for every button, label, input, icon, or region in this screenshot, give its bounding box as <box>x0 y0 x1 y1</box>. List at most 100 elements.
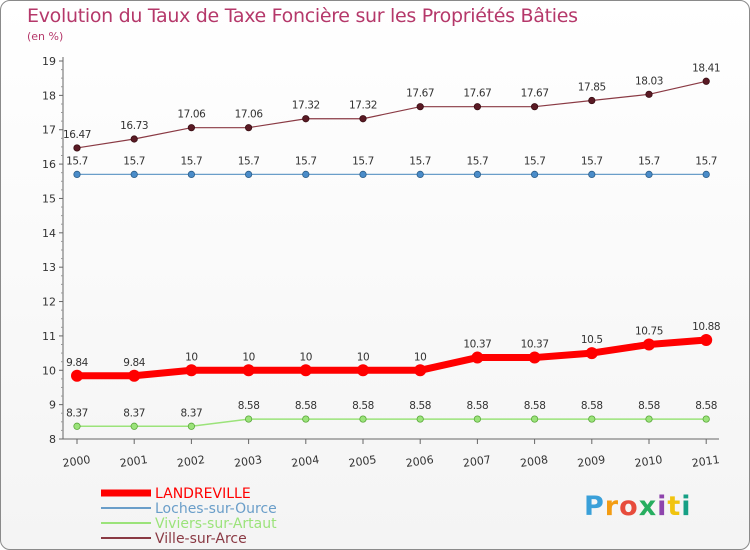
data-point <box>471 351 484 364</box>
data-label: 8.58 <box>467 400 489 412</box>
data-point <box>530 170 539 178</box>
data-label: 8.37 <box>181 407 203 419</box>
data-label: 8.37 <box>66 407 88 419</box>
data-label: 17.67 <box>406 88 434 100</box>
logo-letter: P <box>584 491 605 522</box>
data-point <box>588 96 596 105</box>
data-label: 8.58 <box>238 400 260 412</box>
data-label: 8.37 <box>123 407 145 419</box>
logo-letter: r <box>604 491 620 522</box>
data-point <box>414 364 427 377</box>
data-point <box>416 415 424 423</box>
data-label: 18.41 <box>692 62 720 74</box>
data-label: 15.7 <box>467 155 489 167</box>
y-tick-label: 16 <box>42 158 56 171</box>
data-point <box>245 124 253 132</box>
data-point <box>245 170 253 178</box>
x-tick-label: 2008 <box>519 453 549 470</box>
data-label: 15.7 <box>123 155 145 167</box>
data-label: 10.75 <box>635 326 663 338</box>
data-label: 16.73 <box>120 120 148 132</box>
legend-label: Viviers-sur-Artaut <box>155 516 277 532</box>
y-tick-label: 9 <box>49 399 56 412</box>
data-point <box>416 103 424 111</box>
data-label: 10.37 <box>463 339 491 351</box>
data-point <box>302 415 310 423</box>
data-point <box>588 170 596 178</box>
chart-title: Evolution du Taux de Taxe Foncière sur l… <box>27 5 578 27</box>
data-point <box>530 103 539 111</box>
data-point <box>187 170 195 178</box>
data-label: 15.7 <box>66 155 88 167</box>
x-tick-label: 2000 <box>62 453 92 470</box>
data-point <box>473 415 481 423</box>
logo-letter: i <box>657 491 668 522</box>
y-tick-label: 12 <box>42 296 56 309</box>
series-line <box>76 80 707 149</box>
data-label: 8.58 <box>352 400 374 412</box>
data-label: 15.7 <box>695 155 717 167</box>
data-point <box>645 90 653 98</box>
x-tick-label: 2010 <box>634 453 664 470</box>
data-label: 17.06 <box>235 109 264 121</box>
data-label: 16.47 <box>63 129 91 141</box>
x-tick-label: 2001 <box>119 453 149 470</box>
y-tick-label: 18 <box>42 89 56 102</box>
data-point <box>359 170 367 178</box>
data-label: 15.7 <box>181 155 203 167</box>
data-point <box>187 422 195 430</box>
data-point <box>588 415 596 423</box>
data-label: 9.84 <box>123 357 145 369</box>
data-label: 10.5 <box>581 334 603 346</box>
logo-letter: x <box>638 491 658 522</box>
legend-label: LANDREVILLE <box>155 486 251 502</box>
data-label: 17.06 <box>177 109 206 121</box>
data-label: 10 <box>357 351 370 363</box>
data-point <box>702 77 710 85</box>
data-point <box>473 103 481 111</box>
data-label: 10 <box>300 351 313 363</box>
data-label: 8.58 <box>524 400 546 412</box>
data-point <box>645 170 653 178</box>
data-label: 10.88 <box>692 321 720 333</box>
data-point <box>73 170 81 178</box>
logo-letter: o <box>619 491 639 522</box>
data-point <box>700 334 713 347</box>
data-label: 10 <box>414 351 427 363</box>
data-label: 15.7 <box>295 155 317 167</box>
data-point <box>528 351 541 364</box>
data-label: 15.7 <box>352 155 374 167</box>
data-point <box>302 170 310 178</box>
data-label: 9.84 <box>66 357 88 369</box>
data-point <box>71 369 83 382</box>
x-tick-label: 2011 <box>691 453 721 470</box>
data-label: 8.58 <box>295 400 317 412</box>
series-line <box>77 336 707 380</box>
legend-label: Loches-sur-Ource <box>155 501 277 517</box>
data-point <box>643 338 655 351</box>
data-label: 15.7 <box>524 155 546 167</box>
data-point <box>530 415 539 423</box>
y-tick-label: 11 <box>42 330 56 343</box>
data-label: 8.58 <box>695 400 717 412</box>
data-label: 17.67 <box>521 88 549 100</box>
data-point <box>242 364 255 377</box>
data-label: 15.7 <box>638 155 660 167</box>
x-tick-label: 2006 <box>405 453 435 470</box>
data-label: 8.58 <box>409 400 431 412</box>
data-point <box>185 364 198 377</box>
logo-letter: t <box>667 491 682 522</box>
x-tick-label: 2004 <box>291 453 321 470</box>
x-tick-label: 2005 <box>348 453 378 470</box>
data-point <box>130 422 138 430</box>
data-point <box>645 415 653 423</box>
data-point <box>130 170 138 178</box>
data-label: 8.58 <box>581 400 603 412</box>
y-tick-label: 15 <box>42 192 56 205</box>
y-tick-label: 19 <box>42 55 56 68</box>
proxiti-logo: Proxiti <box>584 491 692 522</box>
data-label: 10.37 <box>521 339 549 351</box>
data-point <box>299 364 312 377</box>
